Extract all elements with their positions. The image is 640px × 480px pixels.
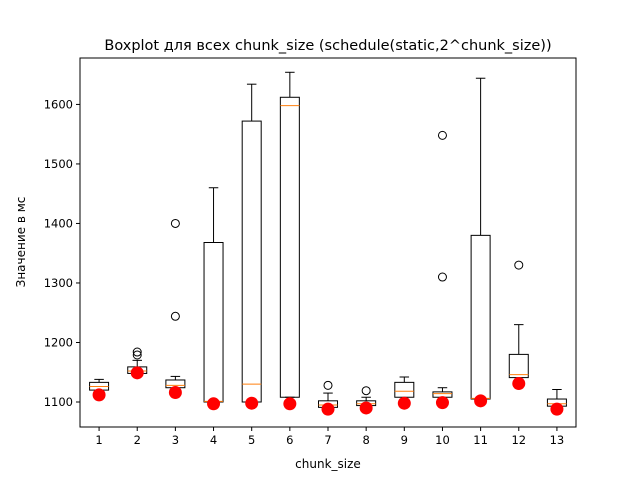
plot-area — [89, 71, 567, 416]
y-axis-label: Значение в мс — [14, 197, 28, 288]
x-tick-label: 5 — [248, 433, 255, 447]
y-tick-label: 1300 — [44, 276, 73, 290]
x-tick-label: 10 — [435, 433, 450, 447]
outlier-point — [323, 380, 333, 390]
x-tick-label: 12 — [511, 433, 526, 447]
chart-title: Boxplot для всех chunk_size (schedule(st… — [104, 38, 551, 54]
red-marker-9 — [397, 396, 411, 410]
outlier-point — [170, 311, 180, 321]
red-marker-4 — [207, 397, 221, 411]
red-marker-6 — [283, 397, 297, 411]
y-tick-label: 1100 — [44, 395, 73, 409]
red-marker-7 — [321, 402, 335, 416]
red-marker-12 — [512, 377, 526, 391]
x-axis-label: chunk_size — [295, 457, 361, 471]
outlier-point — [132, 350, 142, 360]
y-tick-label: 1500 — [44, 157, 73, 171]
y-tick-label: 1200 — [44, 335, 73, 349]
outlier-point — [170, 218, 180, 228]
outlier-point — [437, 130, 447, 140]
red-marker-2 — [130, 366, 144, 380]
outlier-point — [514, 260, 524, 270]
red-marker-8 — [359, 401, 373, 415]
x-tick-label: 9 — [401, 433, 408, 447]
red-marker-3 — [168, 385, 182, 399]
red-marker-5 — [245, 396, 259, 410]
y-tick-label: 1600 — [44, 97, 73, 111]
outlier-point — [361, 386, 371, 396]
x-tick-label: 3 — [172, 433, 179, 447]
x-tick-label: 4 — [210, 433, 217, 447]
box-6 — [279, 71, 300, 398]
x-tick-label: 8 — [362, 433, 369, 447]
y-tick-label: 1400 — [44, 216, 73, 230]
red-marker-10 — [435, 396, 449, 410]
x-tick-label: 1 — [95, 433, 102, 447]
red-marker-11 — [474, 394, 488, 408]
box-iqr — [279, 96, 300, 398]
red-marker-1 — [92, 388, 106, 402]
y-axis-ticks: 1100 1200 1300 1400 1500 1600 — [44, 97, 80, 409]
red-marker-13 — [550, 402, 564, 416]
outlier-point — [437, 272, 447, 282]
x-tick-label: 2 — [134, 433, 141, 447]
outlier-point — [132, 347, 142, 357]
x-tick-label: 11 — [473, 433, 488, 447]
x-axis-ticks: 1 2 3 4 5 6 7 8 9 10 11 12 13 — [95, 427, 564, 447]
x-tick-label: 6 — [286, 433, 293, 447]
x-tick-label: 7 — [324, 433, 331, 447]
x-tick-label: 13 — [550, 433, 565, 447]
